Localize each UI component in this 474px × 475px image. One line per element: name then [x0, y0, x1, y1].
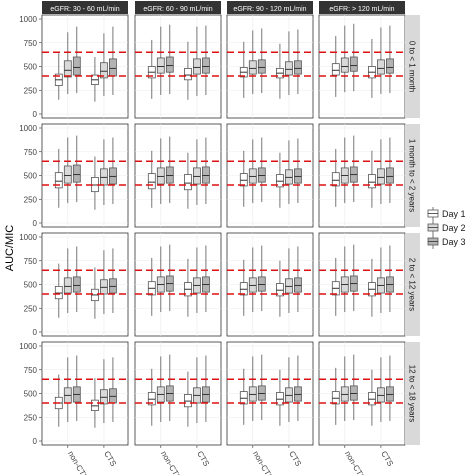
- box: [147, 173, 156, 190]
- facet-panel: [226, 14, 314, 119]
- box: [349, 56, 358, 72]
- y-tick-label: 250: [24, 413, 38, 422]
- y-tick-label: 0: [33, 110, 38, 119]
- box: [340, 57, 349, 73]
- legend: Day 1 Day 2 Day 3: [427, 207, 466, 249]
- facet-panel: [318, 123, 406, 228]
- col-strip-bg: [42, 1, 128, 14]
- row-strip-bg: [405, 15, 420, 118]
- box: [202, 57, 210, 74]
- col-strip-label: eGFR: 90 - 120 mL/min: [233, 6, 306, 13]
- facet-panel: [134, 123, 222, 228]
- row-strip-bg: [405, 124, 420, 227]
- facet-strips: eGFR: 30 - 60 mL/min eGFR: 60 - 90 mL/min…: [42, 1, 420, 445]
- facet-panel: [318, 232, 406, 337]
- box: [184, 174, 192, 191]
- box: [257, 59, 266, 74]
- x-tick-label: non-CTS: [66, 450, 90, 475]
- box: [377, 168, 385, 185]
- box: [165, 56, 174, 73]
- x-tick-label: non-CTS: [159, 450, 183, 475]
- panels-layer: [41, 14, 406, 446]
- y-tick-label: 0: [33, 328, 38, 337]
- col-strip-bg: [227, 1, 313, 14]
- y-tick-label: 500: [24, 63, 38, 72]
- legend-label: Day 3: [442, 237, 466, 247]
- box: [294, 60, 302, 75]
- facet-panel: [134, 232, 222, 337]
- box: [156, 57, 165, 74]
- row-strip-label: 2 to < 12 years: [408, 258, 417, 311]
- y-tick-label: 1000: [19, 233, 37, 242]
- facet-panel: [134, 341, 222, 446]
- row-strip-label: 12 to < 18 years: [408, 365, 417, 423]
- box: [100, 62, 108, 79]
- col-strip-bg: [135, 1, 221, 14]
- legend-label: Day 1: [442, 209, 466, 219]
- row-strip-bg: [405, 342, 420, 445]
- x-tick-label: CTS: [379, 450, 395, 468]
- box: [285, 61, 293, 76]
- facet-panel: [318, 14, 406, 119]
- box: [386, 58, 394, 74]
- x-tick-label: non-CTS: [343, 450, 367, 475]
- row-strip-label: 0 to < 1 month: [408, 41, 417, 92]
- box: [331, 63, 340, 76]
- box: [72, 56, 81, 76]
- box: [63, 60, 72, 78]
- box: [386, 167, 394, 184]
- facet-panel: [41, 14, 129, 119]
- x-tick-label: CTS: [102, 450, 118, 468]
- col-strip-label: eGFR: 30 - 60 mL/min: [50, 6, 119, 13]
- y-tick-label: 250: [24, 195, 38, 204]
- facet-panel: [41, 341, 129, 446]
- y-tick-label: 0: [33, 437, 38, 446]
- y-tick-label: 1000: [19, 342, 37, 351]
- box: [72, 164, 81, 183]
- box: [54, 172, 63, 189]
- box: [72, 276, 81, 293]
- box: [193, 58, 201, 75]
- col-strip-label: eGFR: 60 - 90 mL/min: [143, 6, 212, 13]
- y-tick-label: 500: [24, 172, 38, 181]
- row-strip-label: 1 month to < 2 years: [408, 139, 417, 212]
- facet-panel: [134, 14, 222, 119]
- box: [63, 165, 72, 184]
- box: [248, 60, 257, 75]
- y-tick-label: 750: [24, 257, 38, 266]
- legend-label: Day 2: [442, 223, 466, 233]
- y-tick-label: 750: [24, 366, 38, 375]
- facet-panel: [226, 341, 314, 446]
- y-tick-label: 750: [24, 39, 38, 48]
- col-strip-bg: [319, 1, 405, 14]
- y-tick-label: 500: [24, 390, 38, 399]
- box: [377, 59, 385, 75]
- box: [368, 174, 376, 189]
- facet-panel: [318, 341, 406, 446]
- col-strip-label: eGFR: > 120 mL/min: [329, 6, 394, 13]
- box: [63, 277, 72, 294]
- y-tick-label: 250: [24, 304, 38, 313]
- y-tick-label: 250: [24, 86, 38, 95]
- y-tick-label: 500: [24, 281, 38, 290]
- x-tick-label: CTS: [195, 450, 211, 468]
- y-tick-label: 1000: [19, 15, 37, 24]
- row-strip-bg: [405, 233, 420, 336]
- y-tick-label: 750: [24, 148, 38, 157]
- facet-panel: [226, 232, 314, 337]
- box: [109, 58, 117, 77]
- x-tick-label: non-CTS: [251, 450, 275, 475]
- x-tick-label: CTS: [287, 450, 303, 468]
- y-axis-label: AUC/MIC: [4, 225, 16, 272]
- y-tick-label: 0: [33, 219, 38, 228]
- y-tick-label: 1000: [19, 124, 37, 133]
- facet-panel: [41, 123, 129, 228]
- facet-panel: [41, 232, 129, 337]
- box: [184, 68, 192, 81]
- facet-panel: [226, 123, 314, 228]
- box: [331, 172, 340, 187]
